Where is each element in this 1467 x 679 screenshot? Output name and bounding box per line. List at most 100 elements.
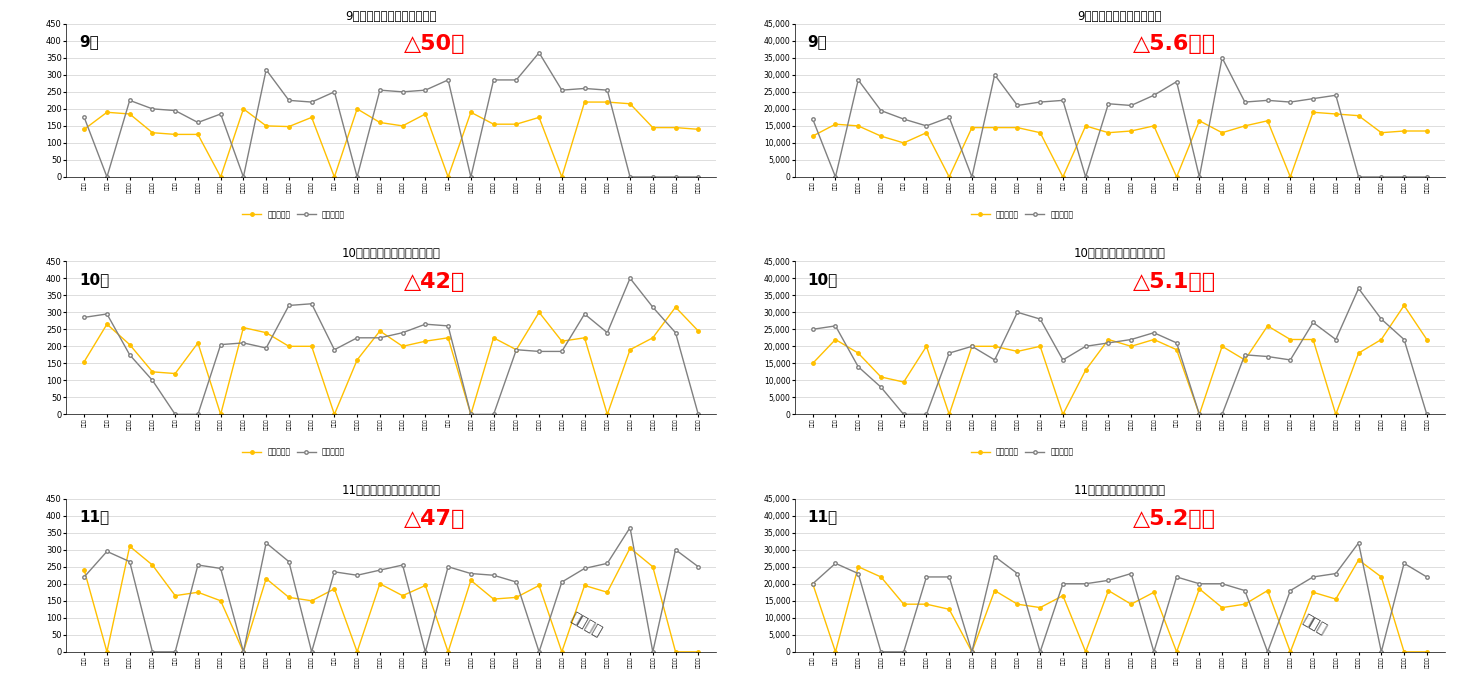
令和４年度 xyxy=(257,539,274,547)
令和４年度 xyxy=(644,303,662,311)
令和４年度 xyxy=(1237,98,1254,106)
令和５年度 xyxy=(1282,648,1300,656)
令和４年度 xyxy=(235,173,252,181)
令和５年度 xyxy=(371,327,389,335)
令和４年度 xyxy=(1031,98,1049,106)
令和４年度 xyxy=(986,356,1003,364)
令和５年度 xyxy=(302,597,320,605)
令和４年度 xyxy=(302,648,320,656)
令和４年度 xyxy=(644,648,662,656)
令和５年度 xyxy=(873,373,890,381)
令和５年度 xyxy=(530,113,547,122)
令和５年度 xyxy=(393,591,411,600)
令和５年度 xyxy=(1259,322,1276,330)
令和５年度 xyxy=(1282,335,1300,344)
令和５年度 xyxy=(166,369,183,378)
令和５年度 xyxy=(1328,410,1345,418)
令和４年度 xyxy=(1146,648,1163,656)
令和５年度 xyxy=(1395,127,1413,135)
令和４年度 xyxy=(599,559,616,568)
Line: 令和５年度: 令和５年度 xyxy=(82,306,700,416)
令和４年度 xyxy=(1055,356,1072,364)
令和５年度 xyxy=(666,648,684,656)
令和５年度 xyxy=(371,580,389,588)
令和５年度 xyxy=(1055,591,1072,600)
令和４年度 xyxy=(849,363,867,371)
令和５年度 xyxy=(120,110,138,118)
令和４年度 xyxy=(895,115,912,123)
令和４年度 xyxy=(599,86,616,94)
令和５年度 xyxy=(211,173,229,181)
令和５年度 xyxy=(417,337,434,346)
Line: 令和５年度: 令和５年度 xyxy=(811,111,1429,179)
令和４年度 xyxy=(666,546,684,554)
令和４年度 xyxy=(940,349,958,357)
令和５年度 xyxy=(1168,346,1185,354)
令和４年度 xyxy=(211,110,229,118)
令和５年度 xyxy=(1146,335,1163,344)
令和５年度 xyxy=(1168,173,1185,181)
令和５年度 xyxy=(918,342,936,350)
Text: 搬入量: 搬入量 xyxy=(1301,612,1329,637)
令和５年度 xyxy=(1350,349,1367,357)
令和４年度 xyxy=(1100,576,1118,585)
令和５年度 xyxy=(98,320,116,328)
令和４年度 xyxy=(484,410,502,418)
令和５年度 xyxy=(644,124,662,132)
令和４年度 xyxy=(827,173,845,181)
令和４年度 xyxy=(666,329,684,337)
令和４年度 xyxy=(964,648,981,656)
令和５年度 xyxy=(1213,604,1231,612)
令和５年度 xyxy=(895,378,912,386)
令和４年度 xyxy=(1213,580,1231,588)
令和５年度 xyxy=(280,342,298,350)
令和４年度 xyxy=(371,566,389,574)
令和５年度 xyxy=(530,581,547,589)
令和５年度 xyxy=(1009,348,1027,356)
令和５年度 xyxy=(1419,335,1436,344)
令和４年度 xyxy=(1373,648,1391,656)
令和５年度 xyxy=(1055,410,1072,418)
令和５年度 xyxy=(508,120,525,128)
令和４年度 xyxy=(98,310,116,318)
令和４年度 xyxy=(1191,580,1209,588)
令和４年度 xyxy=(1055,96,1072,105)
令和４年度 xyxy=(1259,648,1276,656)
令和５年度 xyxy=(1055,173,1072,181)
令和５年度 xyxy=(1395,301,1413,310)
令和５年度 xyxy=(575,334,593,342)
令和５年度 xyxy=(553,648,571,656)
令和４年度 xyxy=(439,322,456,330)
令和５年度 xyxy=(599,410,616,418)
令和４年度 xyxy=(166,107,183,115)
令和４年度 xyxy=(689,173,707,181)
令和５年度 xyxy=(1077,122,1094,130)
令和５年度 xyxy=(1191,117,1209,125)
令和５年度 xyxy=(1100,335,1118,344)
令和５年度 xyxy=(553,173,571,181)
令和５年度 xyxy=(211,410,229,418)
令和４年度 xyxy=(1055,580,1072,588)
令和５年度 xyxy=(1009,124,1027,132)
Legend: 令和５年度, 令和４年度: 令和５年度, 令和４年度 xyxy=(239,445,348,460)
令和５年度 xyxy=(599,588,616,596)
令和５年度 xyxy=(689,648,707,656)
令和５年度 xyxy=(257,329,274,337)
令和４年度 xyxy=(621,524,638,532)
令和５年度 xyxy=(1328,110,1345,118)
Legend: 令和５年度, 令和４年度: 令和５年度, 令和４年度 xyxy=(968,207,1077,222)
令和５年度 xyxy=(575,581,593,589)
令和５年度 xyxy=(326,585,343,593)
令和５年度 xyxy=(827,335,845,344)
令和５年度 xyxy=(644,563,662,571)
令和４年度 xyxy=(98,547,116,555)
令和５年度 xyxy=(120,543,138,551)
令和５年度 xyxy=(1373,335,1391,344)
令和４年度 xyxy=(1373,315,1391,323)
令和４年度 xyxy=(530,49,547,57)
令和４年度 xyxy=(393,561,411,569)
令和５年度 xyxy=(1304,335,1322,344)
令和５年度 xyxy=(621,544,638,552)
令和４年度 xyxy=(1146,91,1163,99)
令和４年度 xyxy=(530,648,547,656)
